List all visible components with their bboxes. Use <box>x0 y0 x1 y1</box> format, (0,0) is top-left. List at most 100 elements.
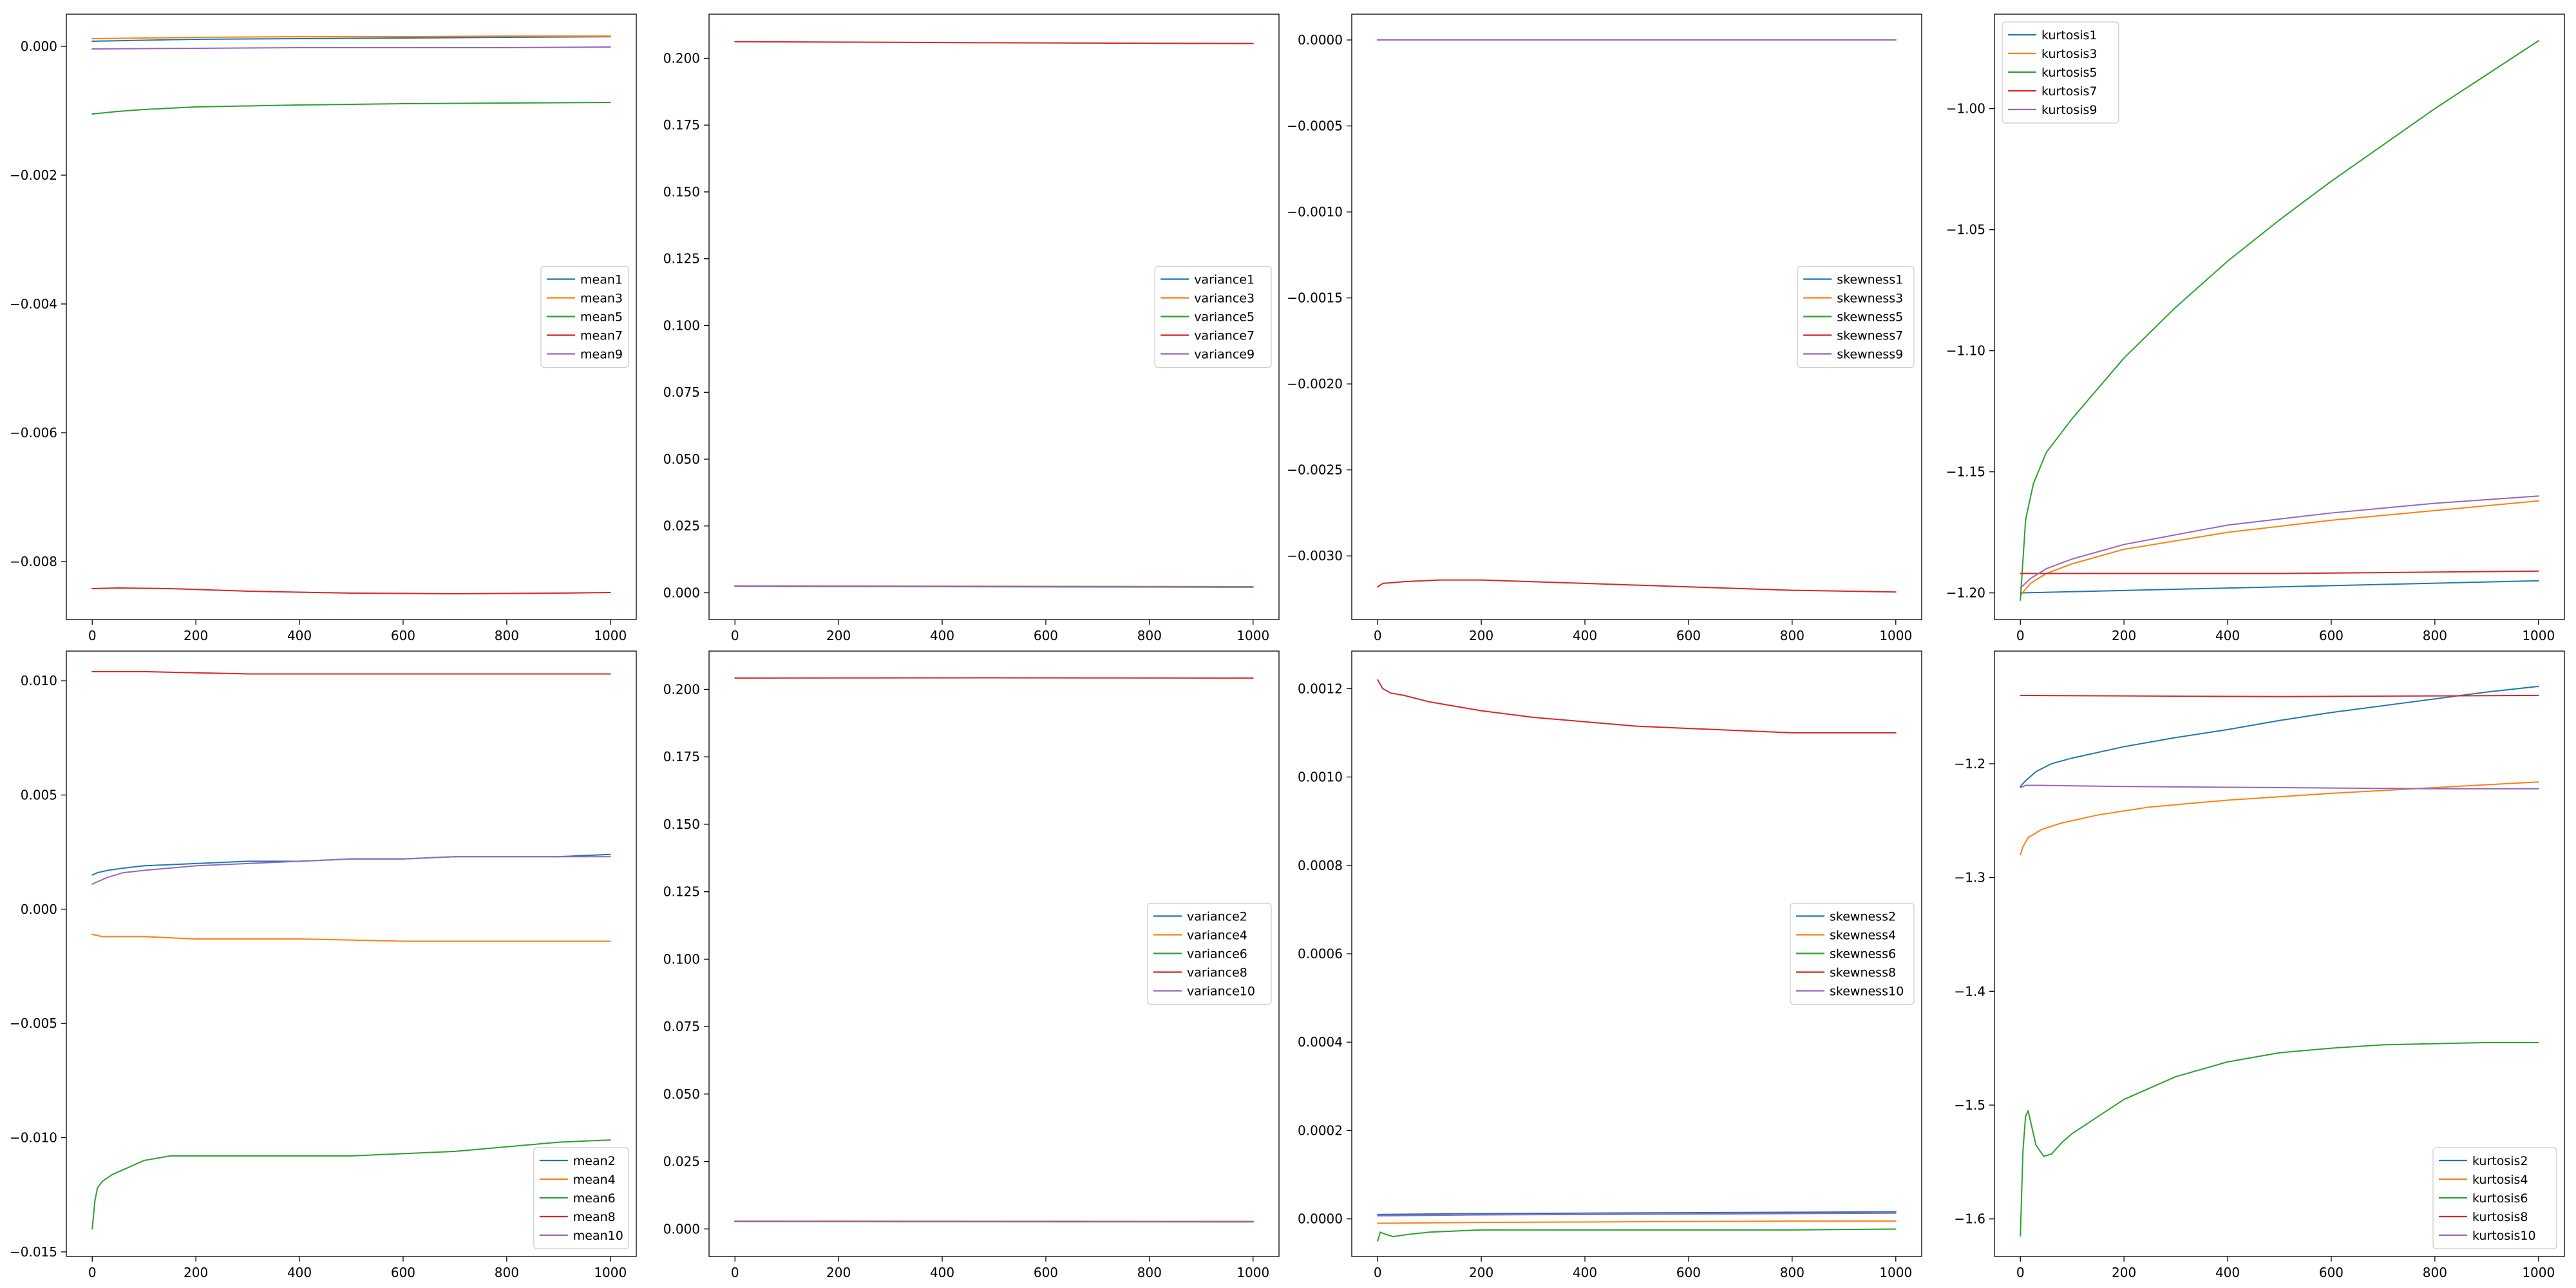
x-tick-label: 200 <box>2112 628 2136 643</box>
x-tick-label: 200 <box>2112 1265 2136 1280</box>
y-tick-label: −1.10 <box>1946 343 1985 359</box>
legend: kurtosis2 kurtosis4 kurtosis6 kurtosis8 kurt… <box>2432 1147 2557 1249</box>
legend-label: kurtosis1 <box>2041 28 2098 43</box>
y-tick-label: 0.150 <box>663 817 700 832</box>
axes-frame <box>66 650 637 1257</box>
x-tick-label: 1000 <box>2522 628 2555 643</box>
series-line-skewness2 <box>1377 1211 1897 1215</box>
x-tick-label: 200 <box>1469 1265 1493 1280</box>
y-tick-label: 0.025 <box>663 1154 700 1170</box>
legend: skewness1 skewness3 skewness5 skewness7 skew… <box>1797 265 1915 368</box>
legend-label: mean8 <box>573 1210 616 1224</box>
series-line-mean5 <box>91 102 611 115</box>
legend: variance2 variance4 variance6 variance8 vari… <box>1147 902 1272 1005</box>
x-tick-label: 0 <box>1374 1265 1382 1280</box>
x-tick-label: 600 <box>1034 628 1058 643</box>
axes-frame <box>66 14 637 620</box>
legend-label: skewness2 <box>1830 910 1896 924</box>
y-tick-label: 0.0010 <box>1298 770 1343 785</box>
legend-label: skewness1 <box>1837 273 1903 287</box>
series-line-mean10 <box>91 856 611 885</box>
legend-label: kurtosis4 <box>2472 1173 2528 1187</box>
legend-label: variance8 <box>1187 966 1247 980</box>
x-tick-label: 0 <box>1374 628 1382 643</box>
x-tick-label: 0 <box>2016 1265 2025 1280</box>
y-tick-label: −0.0015 <box>1287 290 1343 306</box>
legend-label: variance10 <box>1187 985 1255 999</box>
legend-label: kurtosis7 <box>2041 84 2098 99</box>
series-line-mean8 <box>91 670 611 675</box>
legend-label: skewness8 <box>1830 966 1896 980</box>
x-tick-label: 1000 <box>1236 1265 1269 1280</box>
x-tick-label: 200 <box>1469 628 1493 643</box>
axes-frame <box>1994 14 2565 620</box>
series-group <box>1377 39 1897 593</box>
subplot-row2-col4: 0 200 400 600 800 1000 −1.2 −1.3 −1.4 −1.5 −1.6 kur… <box>1954 650 2565 1280</box>
x-tick-label: 0 <box>88 1265 97 1280</box>
legend-label: skewness7 <box>1837 329 1903 343</box>
legend-label: mean2 <box>573 1154 616 1168</box>
y-tick-label: 0.010 <box>21 673 57 688</box>
series-group <box>2020 40 2539 601</box>
series-group <box>91 35 611 594</box>
y-tick-label: 0.200 <box>663 681 700 697</box>
x-tick-label: 1000 <box>1879 628 1912 643</box>
y-tick-label: 0.0012 <box>1298 681 1343 696</box>
x-tick-label: 600 <box>391 1265 415 1280</box>
y-tick-label: 0.100 <box>663 317 700 333</box>
x-tick-label: 0 <box>88 628 97 643</box>
axes-frame <box>708 14 1280 620</box>
x-tick-label: 1000 <box>594 628 627 643</box>
y-tick-label: 0.150 <box>663 184 700 200</box>
x-tick-label: 0 <box>2016 628 2025 643</box>
y-tick-label: 0.100 <box>663 951 700 967</box>
y-tick-label: −0.004 <box>10 296 57 312</box>
series-group <box>91 670 611 1230</box>
legend-label: mean5 <box>580 310 623 325</box>
x-tick-label: 1000 <box>2522 1265 2555 1280</box>
x-tick-label: 600 <box>2319 1265 2344 1280</box>
x-tick-label: 0 <box>731 1265 739 1280</box>
legend-frame <box>540 265 629 368</box>
y-tick-label: −1.3 <box>1954 870 1985 886</box>
y-tick-label: −0.0030 <box>1287 548 1343 564</box>
y-tick-label: −1.2 <box>1954 756 1985 772</box>
legend-label: skewness5 <box>1837 310 1903 325</box>
series-line-kurtosis4 <box>2020 781 2539 856</box>
axes-frame <box>708 650 1280 1257</box>
legend: mean2 mean4 mean6 mean8 mean10 <box>533 1147 629 1249</box>
y-tick-label: −0.002 <box>10 167 57 183</box>
y-tick-label: 0.000 <box>663 1221 700 1236</box>
x-tick-label: 400 <box>287 1265 312 1280</box>
legend-frame <box>533 1147 629 1249</box>
y-tick-label: 0.0008 <box>1298 858 1343 873</box>
y-tick-label: 0.125 <box>663 251 700 267</box>
legend-label: kurtosis10 <box>2472 1229 2536 1243</box>
y-tick-label: −1.00 <box>1946 101 1985 117</box>
series-line-kurtosis1 <box>2020 580 2539 594</box>
subplot-row1-col4: 0 200 400 600 800 1000 −1.20 −1.15 −1.10 −1.05 −1.… <box>1946 14 2565 643</box>
x-tick-label: 200 <box>184 628 208 643</box>
y-tick-label: −1.05 <box>1946 222 1985 238</box>
x-tick-label: 800 <box>2423 628 2447 643</box>
x-tick-label: 600 <box>391 628 415 643</box>
y-tick-label: 0.175 <box>663 749 700 764</box>
y-tick-label: 0.125 <box>663 884 700 900</box>
x-tick-label: 400 <box>2215 1265 2240 1280</box>
series-line-variance7 <box>734 41 1254 44</box>
legend-label: variance9 <box>1194 348 1255 362</box>
x-tick-label: 1000 <box>1236 628 1269 643</box>
x-tick-label: 400 <box>287 628 312 643</box>
axes-frame <box>1351 14 1922 620</box>
x-tick-label: 1000 <box>594 1265 627 1280</box>
legend-label: skewness4 <box>1830 929 1896 943</box>
legend-frame <box>2432 1147 2557 1249</box>
legend-label: mean6 <box>573 1191 616 1206</box>
legend-label: variance5 <box>1194 310 1255 325</box>
x-tick-label: 200 <box>184 1265 208 1280</box>
legend-label: kurtosis9 <box>2041 103 2098 117</box>
series-line-mean6 <box>91 1139 611 1230</box>
y-tick-label: −0.010 <box>10 1130 57 1146</box>
subplot-row2-col2: 0 200 400 600 800 1000 0.000 0.025 0.050 0.075 0.1… <box>663 650 1280 1280</box>
x-tick-label: 800 <box>1137 1265 1162 1280</box>
